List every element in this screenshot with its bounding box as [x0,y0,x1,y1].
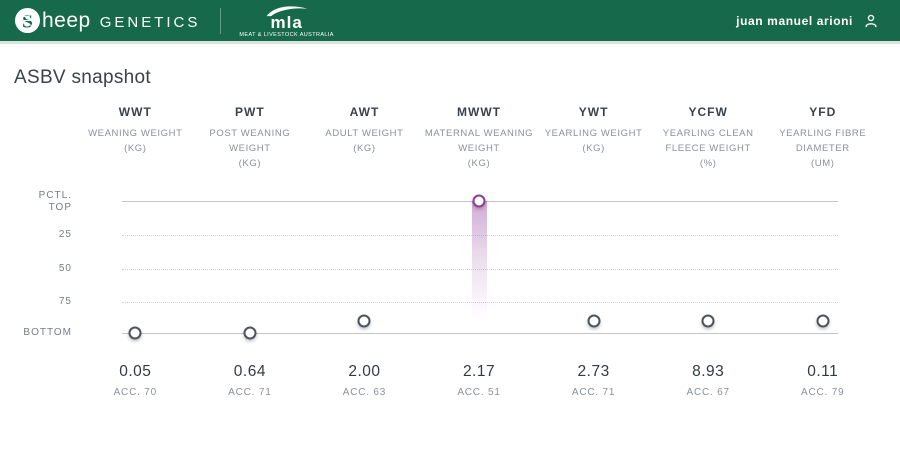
header-divider [220,7,222,34]
trait-header-wwt: WWT WEANING WEIGHT (KG) [78,105,193,171]
trait-name-line: FLEECE WEIGHT [665,143,751,154]
trait-result-ywt: 2.73 ACC. 71 [536,363,651,398]
trait-value: 0.05 [119,363,152,380]
sheep-genetics-icon: S [14,7,41,34]
asbv-snapshot-chart: WWT WEANING WEIGHT (KG) PWT POST WEANING WEI… [0,105,900,415]
trait-name-line: WEIGHT [458,143,500,154]
trait-name-line: MATERNAL WEANING [424,128,534,139]
trait-unit: (KG) [124,143,147,154]
user-name: juan manuel arioni [736,13,853,28]
percentile-marker-ycfw[interactable] [701,314,715,328]
trait-value: 2.73 [577,363,610,380]
trait-name-line: YEARLING WEIGHT [544,128,643,139]
trait-header-ycfw: YCFW YEARLING CLEAN FLEECE WEIGHT (%) [651,105,766,171]
trait-unit: (%) [699,158,717,169]
y-axis-tick-25: 25 [58,229,72,240]
trait-name-line: YEARLING CLEAN [662,128,754,139]
y-axis-label-top-line: PCTL. [38,190,72,201]
trait-code: PWT [235,105,265,119]
trait-name-line: ADULT WEIGHT [325,128,404,139]
trait-value: 8.93 [692,363,725,380]
trait-accuracy: ACC. 71 [571,387,616,398]
trait-header-pwt: PWT POST WEANING WEIGHT (KG) [193,105,308,171]
brand-text-sheep: heep [42,8,91,32]
trait-header-yfd: YFD YEARLING FIBRE DIAMETER (UM) [765,105,880,171]
y-axis-tick-50: 50 [58,263,72,274]
gridline-4 [122,333,838,334]
trait-name-line: YEARLING FIBRE [779,128,867,139]
trait-header-ywt: YWT YEARLING WEIGHT (KG) [536,105,651,171]
trait-code: YFD [809,105,837,119]
y-axis-label-top-line: TOP [48,202,72,213]
trait-result-awt: 2.00 ACC. 63 [307,363,422,398]
trait-accuracy: ACC. 71 [228,387,272,398]
trait-value: 2.00 [348,363,381,380]
trait-code: YCFW [688,105,728,119]
y-axis-label-top: PCTL. TOP [0,190,72,214]
trait-result-yfd: 0.11 ACC. 79 [765,363,880,398]
trait-code: AWT [349,105,380,119]
trait-code: MWWT [457,105,502,119]
trait-name-line: POST WEANING WEIGHT [209,128,291,154]
app-header: S heep GENETICS mla MEAT & LIVESTOCK AUS… [0,0,900,44]
brand-text-genetics: GENETICS [99,13,201,31]
percentile-marker-pwt[interactable] [243,326,257,340]
highlight-band-mwwt [471,201,487,319]
trait-column-headers: WWT WEANING WEIGHT (KG) PWT POST WEANING WEI… [78,105,880,171]
trait-unit: (KG) [238,158,262,169]
sheep-genetics-logo[interactable]: S heep GENETICS [14,7,200,34]
trait-result-mwwt: 2.17 ACC. 51 [422,363,537,398]
mla-tagline: MEAT & LIVESTOCK AUSTRALIA [239,32,334,39]
trait-value: 2.17 [462,363,496,380]
trait-code: WWT [118,105,152,119]
trait-result-ycfw: 8.93 ACC. 67 [651,363,766,398]
trait-name-line: DIAMETER [795,143,850,154]
trait-result-pwt: 0.64 ACC. 71 [193,363,308,398]
trait-unit: (KG) [353,143,376,154]
trait-unit: (KG) [467,158,491,169]
trait-value: 0.64 [233,363,266,380]
trait-unit: (KG) [582,143,605,154]
y-axis-label-bottom: BOTTOM [23,327,72,338]
trait-accuracy: ACC. 79 [801,387,845,398]
svg-text:S: S [22,11,33,32]
trait-result-wwt: 0.05 ACC. 70 [78,363,193,398]
percentile-marker-ywt[interactable] [587,314,601,328]
y-axis-tick-75: 75 [58,296,72,307]
trait-accuracy: ACC. 67 [686,387,730,398]
trait-accuracy: ACC. 51 [457,387,501,398]
mla-swoosh-icon [266,6,308,17]
mla-wordmark: mla [270,13,303,33]
trait-accuracy: ACC. 70 [113,387,157,398]
trait-code: YWT [578,105,609,119]
trait-accuracy: ACC. 63 [342,387,387,398]
trait-unit: (UM) [811,158,835,169]
percentile-plot: PCTL. TOP 25 50 75 BOTTOM [0,190,900,350]
percentile-marker-awt[interactable] [357,314,371,328]
trait-name-line: WEANING WEIGHT [88,128,183,139]
page-title: ASBV snapshot [14,67,151,88]
user-icon [865,14,877,27]
trait-header-mwwt: MWWT MATERNAL WEANING WEIGHT (KG) [422,105,537,171]
percentile-marker-yfd[interactable] [816,314,830,328]
trait-header-awt: AWT ADULT WEIGHT (KG) [307,105,422,171]
trait-values-row: 0.05 ACC. 70 0.64 ACC. 71 2.00 ACC. 63 2.17 ACC… [78,363,880,398]
mla-logo[interactable]: mla MEAT & LIVESTOCK AUSTRALIA [239,2,333,39]
trait-value: 0.11 [807,363,839,380]
percentile-marker-mwwt[interactable] [472,194,486,208]
percentile-marker-wwt[interactable] [128,326,142,340]
user-menu[interactable]: juan manuel arioni [736,12,880,30]
